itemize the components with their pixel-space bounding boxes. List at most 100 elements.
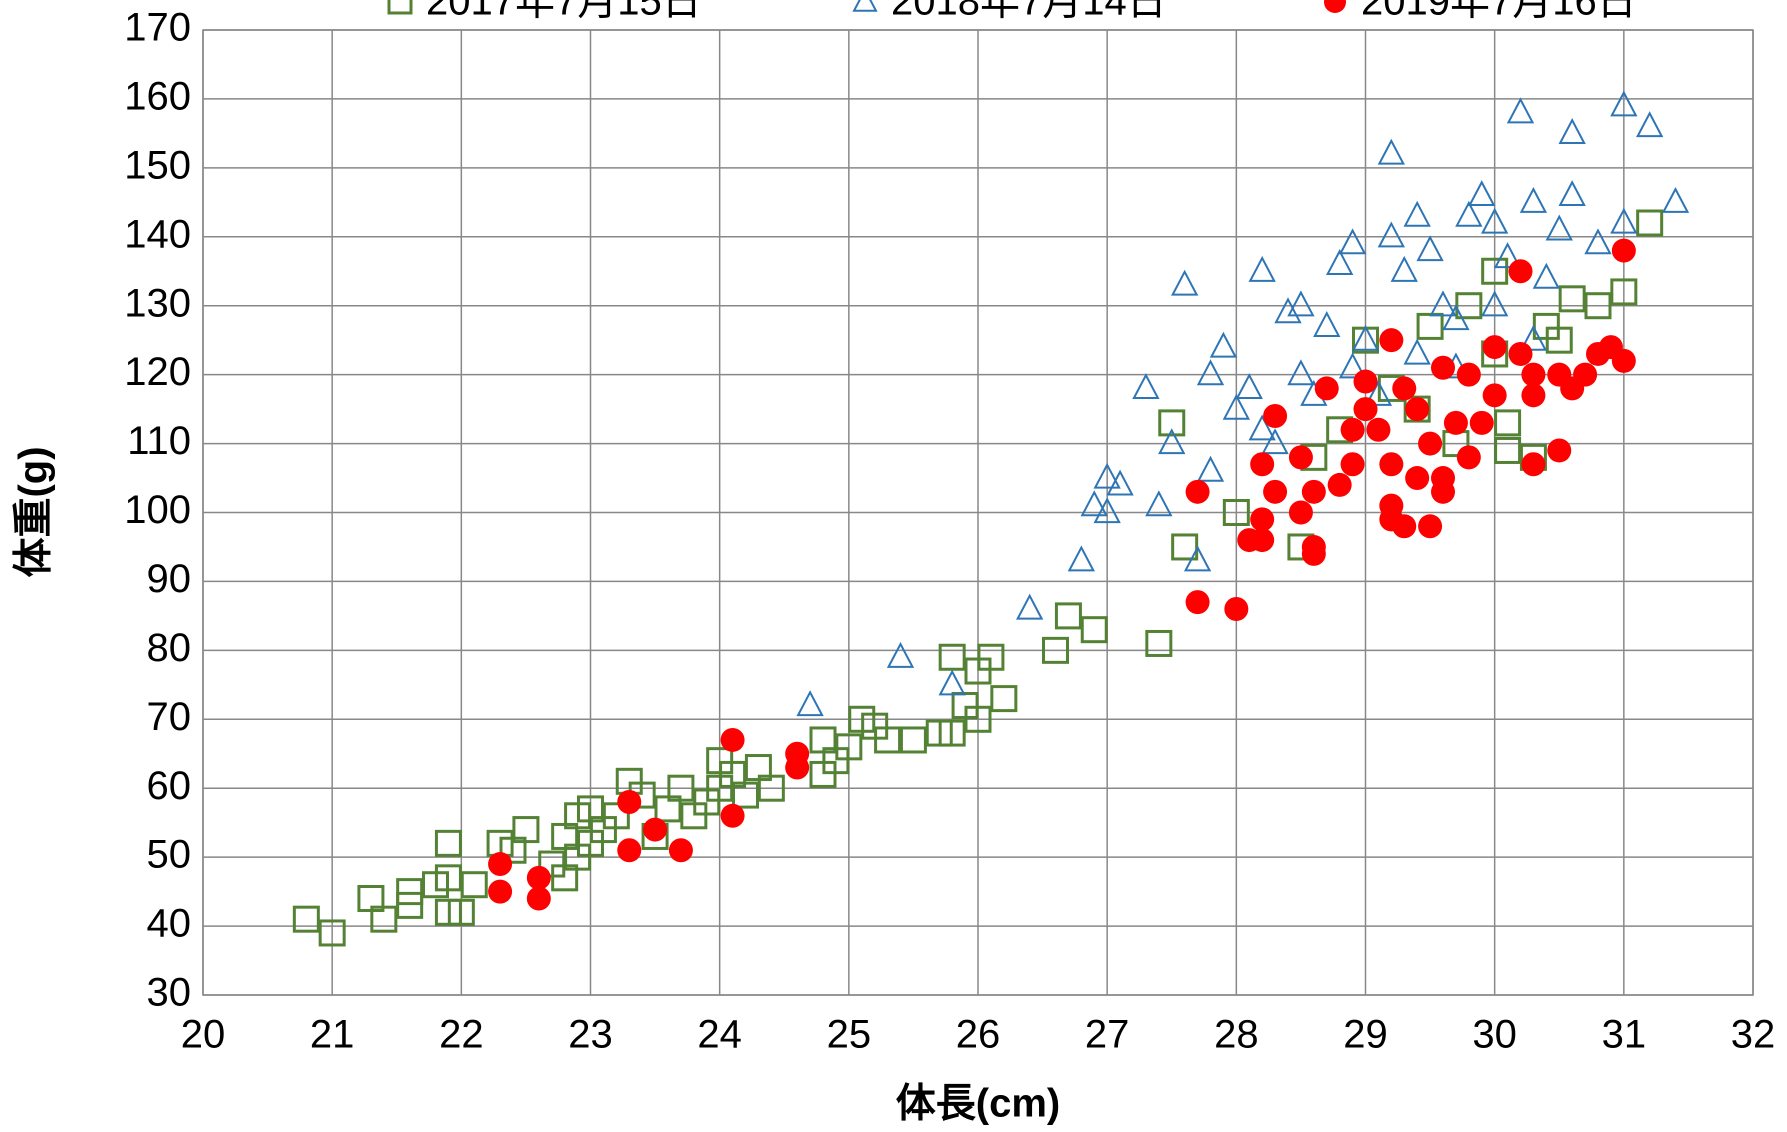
point bbox=[1080, 616, 1108, 644]
point bbox=[1171, 269, 1199, 296]
point bbox=[1482, 383, 1507, 408]
point bbox=[757, 774, 785, 802]
x-tick-label: 28 bbox=[1214, 1013, 1259, 1057]
point bbox=[1353, 369, 1378, 394]
point bbox=[1250, 452, 1275, 477]
point bbox=[1185, 479, 1210, 504]
x-tick-label: 24 bbox=[697, 1013, 742, 1057]
point bbox=[1250, 528, 1275, 553]
point bbox=[1532, 262, 1560, 289]
point bbox=[1521, 383, 1546, 408]
x-tick-label: 27 bbox=[1085, 1013, 1130, 1057]
point bbox=[1158, 409, 1186, 437]
point bbox=[1493, 242, 1522, 269]
point bbox=[1263, 404, 1288, 428]
point bbox=[1080, 490, 1108, 517]
point bbox=[835, 733, 863, 761]
point bbox=[434, 864, 462, 892]
point bbox=[732, 781, 759, 809]
x-tick-label: 25 bbox=[827, 1013, 872, 1057]
point bbox=[1494, 436, 1522, 464]
point bbox=[1416, 235, 1444, 262]
point bbox=[667, 774, 695, 802]
point bbox=[1584, 228, 1612, 255]
plot-border bbox=[202, 29, 1754, 996]
point bbox=[990, 685, 1018, 713]
point bbox=[1494, 409, 1522, 437]
point bbox=[1377, 221, 1405, 248]
x-tick-label: 22 bbox=[439, 1013, 484, 1057]
point bbox=[1456, 362, 1481, 387]
point bbox=[1390, 255, 1418, 282]
point bbox=[1042, 636, 1069, 664]
point bbox=[1313, 311, 1341, 337]
point bbox=[1274, 297, 1302, 324]
point bbox=[1222, 393, 1250, 420]
point bbox=[1093, 462, 1121, 489]
y-tick-label: 150 bbox=[124, 143, 191, 187]
point bbox=[1521, 362, 1546, 387]
point bbox=[1481, 257, 1509, 285]
point bbox=[1340, 452, 1365, 477]
point bbox=[720, 803, 745, 828]
point bbox=[1443, 410, 1468, 435]
x-axis-title: 体長(cm) bbox=[896, 1082, 1060, 1126]
point bbox=[370, 905, 398, 933]
legend-marker bbox=[1324, 0, 1346, 13]
point bbox=[785, 755, 810, 780]
point bbox=[1469, 410, 1494, 435]
point bbox=[1250, 507, 1275, 532]
point bbox=[886, 641, 915, 668]
point bbox=[1392, 514, 1417, 539]
point bbox=[796, 690, 824, 717]
y-tick-label: 40 bbox=[147, 902, 192, 946]
point bbox=[460, 871, 488, 899]
point bbox=[1366, 417, 1391, 442]
point bbox=[1132, 373, 1160, 400]
point bbox=[1431, 355, 1455, 380]
point bbox=[488, 879, 513, 904]
point bbox=[1377, 138, 1405, 165]
x-tick-label: 20 bbox=[181, 1013, 226, 1057]
y-tick-label: 160 bbox=[124, 74, 191, 118]
point bbox=[1636, 209, 1664, 237]
point bbox=[1558, 180, 1586, 207]
point bbox=[1481, 207, 1509, 234]
point bbox=[1248, 255, 1276, 282]
y-tick-label: 30 bbox=[147, 971, 192, 1015]
point bbox=[1209, 331, 1238, 358]
point bbox=[720, 727, 745, 752]
point bbox=[1288, 445, 1313, 470]
point bbox=[1093, 497, 1121, 524]
point bbox=[1016, 593, 1044, 620]
point bbox=[1183, 545, 1212, 572]
point bbox=[1545, 326, 1573, 354]
y-tick-label: 90 bbox=[147, 557, 192, 601]
point bbox=[1287, 290, 1315, 317]
legend-label: 2019年7月16日 bbox=[1361, 0, 1637, 24]
point bbox=[1442, 304, 1470, 331]
point bbox=[1301, 479, 1326, 504]
point bbox=[617, 790, 642, 814]
point bbox=[1468, 180, 1496, 207]
point bbox=[1301, 541, 1326, 566]
point bbox=[1261, 428, 1289, 455]
point bbox=[977, 643, 1005, 671]
point bbox=[1610, 90, 1638, 117]
point bbox=[512, 816, 540, 844]
point bbox=[1482, 335, 1507, 360]
point bbox=[1235, 373, 1263, 400]
legend-marker bbox=[387, 0, 413, 15]
point bbox=[1145, 490, 1173, 517]
point bbox=[1416, 312, 1444, 340]
point bbox=[1403, 200, 1431, 227]
point bbox=[434, 829, 462, 857]
point bbox=[1222, 499, 1250, 526]
legend-label: 2017年7月15日 bbox=[426, 0, 702, 24]
point bbox=[1418, 431, 1443, 456]
point bbox=[1431, 479, 1455, 504]
point bbox=[1364, 379, 1393, 406]
point bbox=[1171, 533, 1199, 561]
point bbox=[1405, 466, 1430, 491]
point bbox=[1185, 590, 1210, 615]
